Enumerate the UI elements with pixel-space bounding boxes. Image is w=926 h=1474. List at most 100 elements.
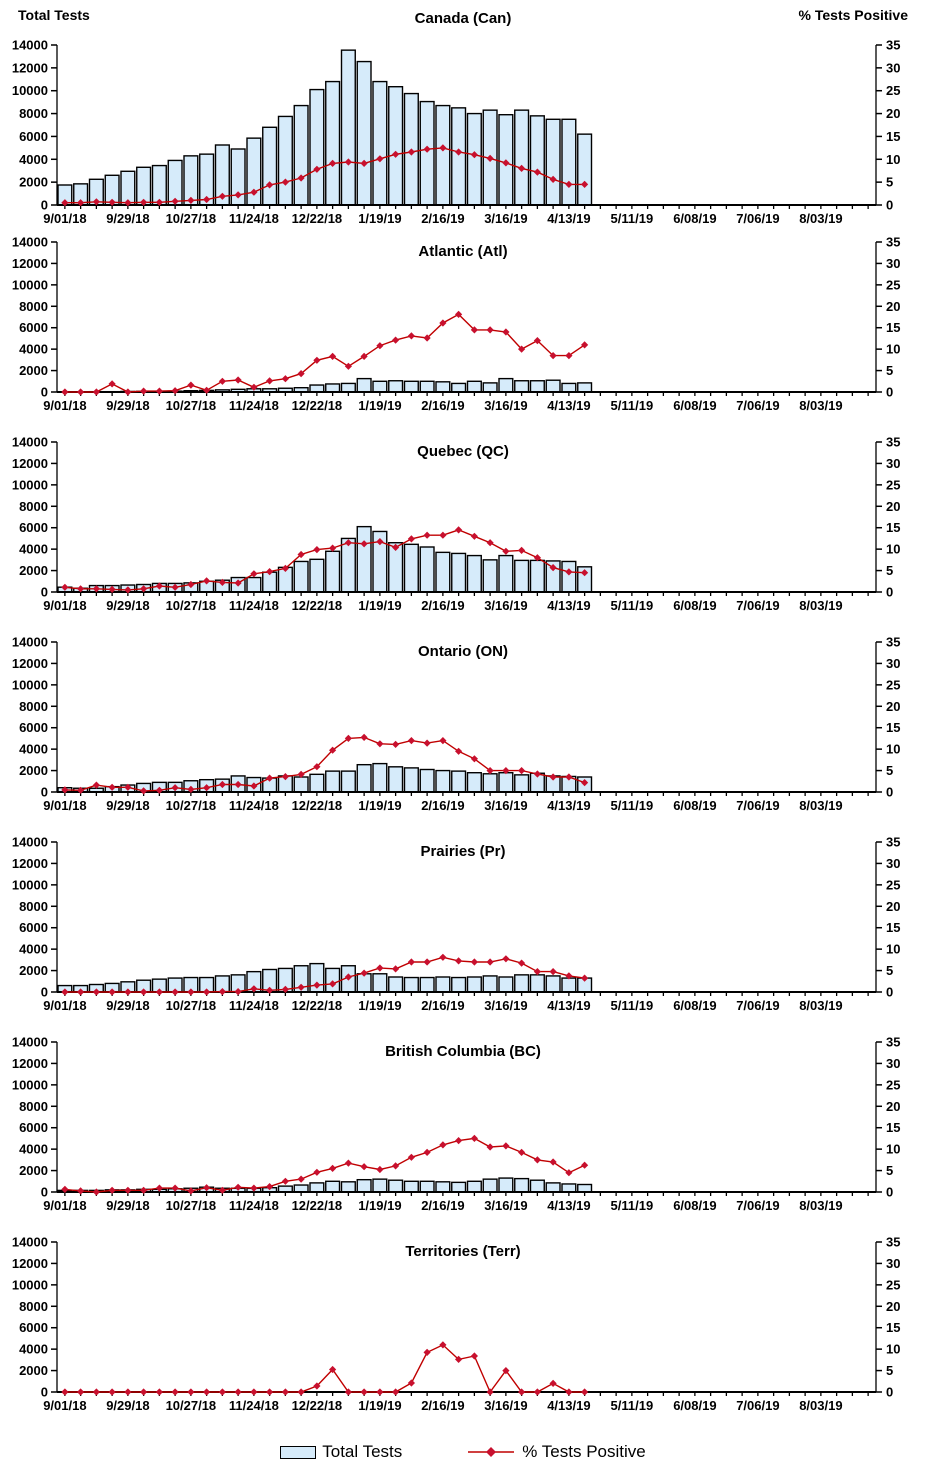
svg-text:6000: 6000 — [19, 520, 48, 535]
svg-text:1/19/19: 1/19/19 — [358, 798, 401, 813]
svg-text:4/13/19: 4/13/19 — [547, 1198, 590, 1213]
svg-text:10: 10 — [886, 152, 900, 167]
svg-text:8/03/19: 8/03/19 — [799, 1198, 842, 1213]
x-axis: 9/01/18 9/29/18 10/27/18 11/24/18 12/22/18 1/… — [43, 992, 869, 1013]
y-right-axis: 0 5 10 15 20 25 30 35 — [876, 635, 900, 800]
svg-text:25: 25 — [886, 1077, 900, 1092]
svg-text:12000: 12000 — [12, 256, 48, 271]
svg-text:10000: 10000 — [12, 677, 48, 692]
svg-text:0: 0 — [886, 385, 893, 400]
svg-text:4/13/19: 4/13/19 — [547, 798, 590, 813]
svg-text:4/13/19: 4/13/19 — [547, 598, 590, 613]
svg-text:4000: 4000 — [19, 342, 48, 357]
svg-text:25: 25 — [886, 83, 900, 98]
svg-text:20: 20 — [886, 299, 900, 314]
svg-text:7/06/19: 7/06/19 — [736, 598, 779, 613]
svg-text:20: 20 — [886, 1099, 900, 1114]
svg-text:7/06/19: 7/06/19 — [736, 398, 779, 413]
chart-canvas-ontario-on: Ontario (ON) 0 2000 4000 6000 8000 10000 12000 1… — [12, 635, 901, 814]
svg-text:10: 10 — [886, 942, 900, 957]
svg-text:8/03/19: 8/03/19 — [799, 998, 842, 1013]
svg-text:12000: 12000 — [12, 1256, 48, 1271]
svg-text:10/27/18: 10/27/18 — [166, 1198, 217, 1213]
chart-canvas-territories-terr: Territories (Terr) 0 2000 4000 6000 8000 10000… — [12, 1235, 901, 1414]
x-axis: 9/01/18 9/29/18 10/27/18 11/24/18 12/22/18 1/… — [43, 392, 869, 413]
svg-text:5: 5 — [886, 763, 893, 778]
svg-text:7/06/19: 7/06/19 — [736, 998, 779, 1013]
pct-line-series — [61, 144, 589, 207]
svg-text:5/11/19: 5/11/19 — [611, 998, 654, 1013]
svg-text:4000: 4000 — [19, 542, 48, 557]
bars-series — [57, 377, 593, 393]
svg-text:9/01/18: 9/01/18 — [43, 598, 86, 613]
svg-text:10000: 10000 — [12, 477, 48, 492]
svg-text:10/27/18: 10/27/18 — [166, 211, 217, 226]
svg-text:12000: 12000 — [12, 60, 48, 75]
left-axis-title: Total Tests — [18, 7, 90, 23]
svg-text:2000: 2000 — [19, 175, 48, 190]
legend-item-total-tests: Total Tests — [280, 1442, 402, 1462]
svg-text:10/27/18: 10/27/18 — [166, 998, 217, 1013]
svg-text:12/22/18: 12/22/18 — [292, 1398, 343, 1413]
chart-atlantic-atl: Atlantic (Atl) 0 2000 4000 6000 8000 10000 1200… — [0, 230, 926, 430]
legend-label-total-tests: Total Tests — [322, 1442, 403, 1461]
svg-text:9/29/18: 9/29/18 — [106, 798, 149, 813]
svg-text:15: 15 — [886, 920, 900, 935]
svg-text:1/19/19: 1/19/19 — [358, 598, 401, 613]
svg-text:4000: 4000 — [19, 942, 48, 957]
svg-text:9/29/18: 9/29/18 — [106, 211, 149, 226]
x-axis: 9/01/18 9/29/18 10/27/18 11/24/18 12/22/18 1/… — [43, 592, 869, 613]
svg-text:25: 25 — [886, 277, 900, 292]
svg-text:30: 30 — [886, 1256, 900, 1271]
svg-text:6/08/19: 6/08/19 — [673, 798, 716, 813]
svg-text:10: 10 — [886, 1342, 900, 1357]
axes — [56, 1242, 877, 1393]
svg-text:4000: 4000 — [19, 152, 48, 167]
svg-text:9/01/18: 9/01/18 — [43, 998, 86, 1013]
svg-text:15: 15 — [886, 129, 900, 144]
svg-text:7/06/19: 7/06/19 — [736, 798, 779, 813]
svg-text:3/16/19: 3/16/19 — [484, 598, 527, 613]
chart-title: Territories (Terr) — [405, 1243, 520, 1260]
x-axis: 9/01/18 9/29/18 10/27/18 11/24/18 12/22/18 1/… — [43, 205, 869, 226]
chart-canvas-prairies-pr: Prairies (Pr) 0 2000 4000 6000 8000 10000 12000… — [12, 835, 901, 1014]
chart-territories-terr: Territories (Terr) 0 2000 4000 6000 8000 10000… — [0, 1230, 926, 1430]
svg-text:0: 0 — [886, 785, 893, 800]
svg-text:4000: 4000 — [19, 1142, 48, 1157]
svg-text:1/19/19: 1/19/19 — [358, 1398, 401, 1413]
svg-text:14000: 14000 — [12, 1235, 48, 1250]
y-right-axis: 0 5 10 15 20 25 30 35 — [876, 1035, 900, 1200]
svg-text:9/01/18: 9/01/18 — [43, 798, 86, 813]
svg-text:6/08/19: 6/08/19 — [673, 1398, 716, 1413]
svg-text:3/16/19: 3/16/19 — [484, 211, 527, 226]
svg-text:12000: 12000 — [12, 1056, 48, 1071]
svg-text:14000: 14000 — [12, 1035, 48, 1050]
svg-text:8000: 8000 — [19, 106, 48, 121]
svg-text:10000: 10000 — [12, 1277, 48, 1292]
svg-text:11/24/18: 11/24/18 — [229, 211, 279, 226]
axes — [56, 842, 877, 993]
y-right-axis: 0 5 10 15 20 25 30 35 — [876, 1235, 900, 1400]
y-left-axis: 0 2000 4000 6000 8000 10000 12000 14000 — [12, 835, 57, 1000]
svg-text:5: 5 — [886, 563, 893, 578]
svg-text:10/27/18: 10/27/18 — [166, 398, 217, 413]
svg-text:12/22/18: 12/22/18 — [292, 398, 343, 413]
svg-text:2000: 2000 — [19, 563, 48, 578]
svg-text:3/16/19: 3/16/19 — [484, 798, 527, 813]
svg-text:4000: 4000 — [19, 1342, 48, 1357]
svg-text:35: 35 — [886, 835, 900, 850]
svg-text:15: 15 — [886, 320, 900, 335]
svg-text:14000: 14000 — [12, 235, 48, 250]
svg-text:5: 5 — [886, 963, 893, 978]
svg-text:6000: 6000 — [19, 129, 48, 144]
svg-text:20: 20 — [886, 699, 900, 714]
y-left-axis: 0 2000 4000 6000 8000 10000 12000 14000 — [12, 1035, 57, 1200]
y-left-axis: 0 2000 4000 6000 8000 10000 12000 14000 — [12, 435, 57, 600]
svg-text:0: 0 — [886, 1385, 893, 1400]
svg-text:8/03/19: 8/03/19 — [799, 398, 842, 413]
y-right-axis: 0 5 10 15 20 25 30 35 — [876, 38, 900, 213]
svg-text:5: 5 — [886, 1363, 893, 1378]
axes — [56, 442, 877, 593]
svg-text:3/16/19: 3/16/19 — [484, 1198, 527, 1213]
pct-line-series — [61, 1134, 589, 1196]
